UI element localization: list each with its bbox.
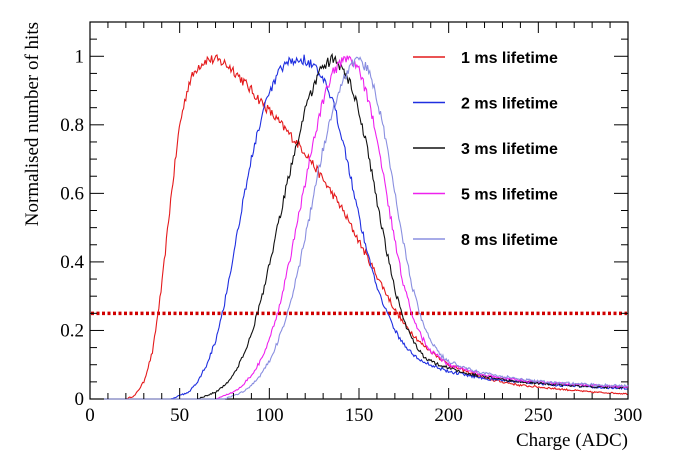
x-tick-label: 150 <box>345 405 374 426</box>
y-tick-label: 1 <box>75 46 85 67</box>
y-tick-label: 0.2 <box>60 320 84 341</box>
x-axis-title: Charge (ADC) <box>516 430 628 451</box>
series-line-1 <box>90 54 629 400</box>
y-tick-label: 0.4 <box>60 252 84 273</box>
x-tick-label: 300 <box>614 405 643 426</box>
legend-label: 2 ms lifetime <box>461 96 558 113</box>
legend: 1 ms lifetime 2 ms lifetime 3 ms lifetime 5… <box>413 50 558 249</box>
x-tick-label: 250 <box>524 405 553 426</box>
legend-label: 8 ms lifetime <box>461 232 558 249</box>
x-tick-label: 0 <box>85 405 95 426</box>
x-tick-label: 200 <box>434 405 463 426</box>
x-tick-label: 50 <box>170 405 189 426</box>
x-tick-label: 100 <box>255 405 284 426</box>
y-tick-label: 0.8 <box>60 115 84 136</box>
legend-label: 1 ms lifetime <box>461 50 558 67</box>
y-tick-label: 0.6 <box>60 183 84 204</box>
y-tick-label: 0 <box>75 389 85 410</box>
plot-frame <box>89 21 629 400</box>
legend-label: 3 ms lifetime <box>461 141 558 158</box>
y-axis-title: Normalised number of hits <box>22 22 43 226</box>
legend-label: 5 ms lifetime <box>461 187 558 204</box>
